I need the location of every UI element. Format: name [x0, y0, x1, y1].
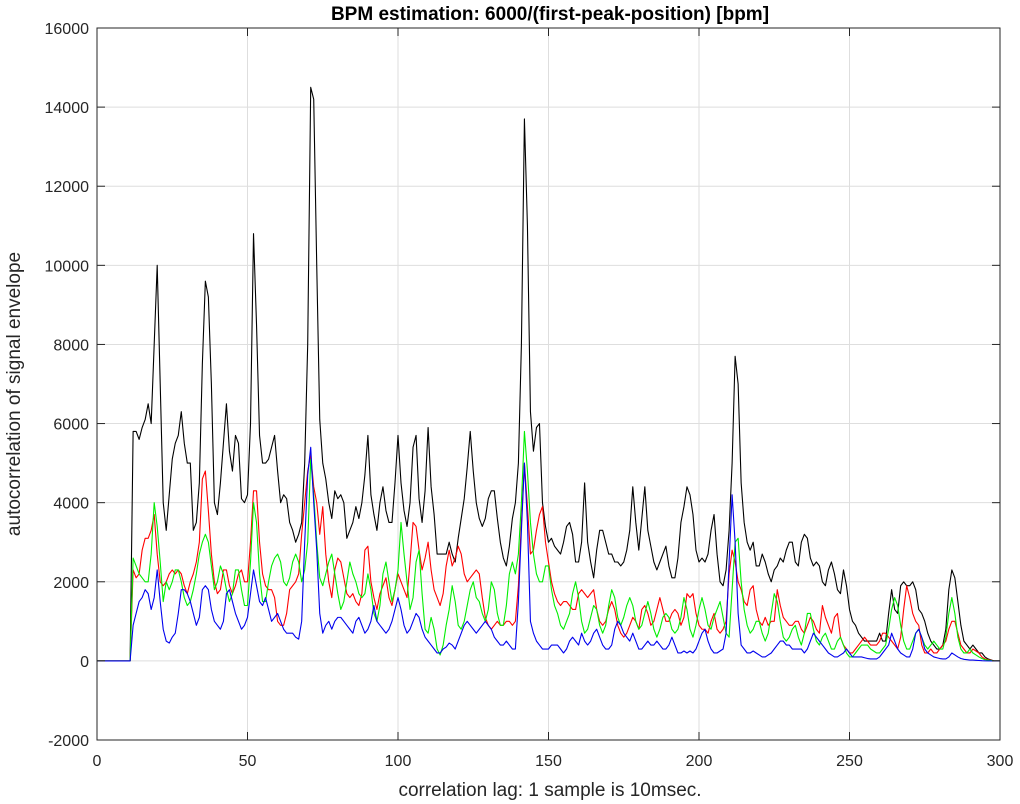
x-tick-label: 0 [93, 753, 102, 770]
x-tick-label: 50 [239, 753, 257, 770]
y-tick-label: 4000 [53, 496, 89, 513]
x-tick-label: 300 [987, 753, 1014, 770]
y-tick-labels: -2000 0 2000 4000 6000 8000 10000 12000 14000 160… [45, 21, 90, 750]
y-tick-label: 6000 [53, 417, 89, 434]
x-tick-label: 100 [385, 753, 412, 770]
x-tick-label: 250 [836, 753, 863, 770]
y-axis-label: autocorrelation of signal envelope [4, 252, 25, 536]
series-line-3 [97, 446, 1000, 662]
series-line-0 [97, 86, 1000, 662]
y-tick-label: 0 [80, 654, 89, 671]
x-tick-label: 150 [535, 753, 562, 770]
y-tick-label: 16000 [45, 21, 90, 38]
y-tick-label: 14000 [45, 100, 90, 117]
x-tick-label: 200 [686, 753, 713, 770]
series-layer [97, 86, 1000, 662]
x-tick-labels: 0 50 100 150 200 250 300 [93, 753, 1014, 770]
series-line-2 [97, 430, 1000, 662]
y-tick-label: 12000 [45, 179, 90, 196]
y-tick-label: 2000 [53, 575, 89, 592]
y-tick-label: 8000 [53, 337, 89, 354]
axis-ticks [96, 27, 1001, 741]
y-tick-label: 10000 [45, 258, 90, 275]
x-axis-label: correlation lag: 1 sample is 10msec. [398, 780, 701, 801]
y-tick-label: -2000 [48, 733, 89, 750]
chart-title: BPM estimation: 6000/(first-peak-positio… [331, 4, 769, 25]
